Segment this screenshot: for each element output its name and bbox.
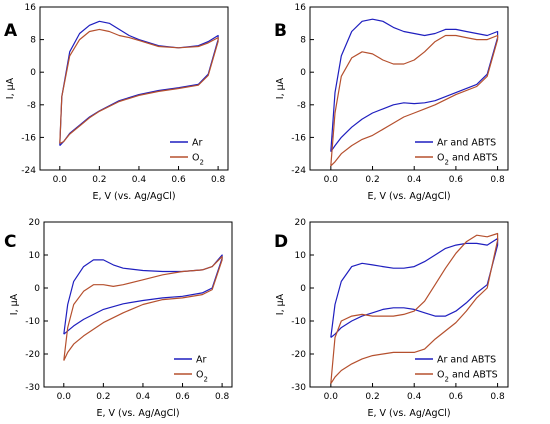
panel-b-series-1-line: [330, 18, 499, 153]
panel-c-series-1-line: [63, 254, 223, 335]
panel-b-letter: B: [274, 21, 287, 41]
panel-a-legend-label: O2: [192, 153, 204, 167]
panel-b-ytick-label: -8: [297, 101, 306, 111]
panel-d-series-2-line: [330, 232, 499, 385]
panel-c-frame: [43, 221, 233, 388]
panel-d-legend-label: O2 and ABTS: [437, 370, 498, 384]
panel-a-chart: A 0.0 0.2 0.4 0.6 0.8 16 8 0 -8 -16 -24 E, V (vs. Ag…: [4, 3, 229, 202]
panel-d-xtick-label: 0.8: [490, 392, 505, 402]
panel-a-ytick-label: -24: [21, 166, 36, 176]
panel-b-frame: [309, 6, 509, 171]
panel-b-ytick-label: -24: [291, 166, 306, 176]
panel-b-series-2-line: [330, 34, 499, 167]
panel-b-ylabel: I, μA: [275, 77, 286, 99]
panel-c-ytick-label: -30: [25, 383, 40, 393]
panel-c-ytick-label: 0: [34, 284, 40, 294]
panel-d-xlabel: E, V (vs. Ag/AgCl): [367, 408, 450, 419]
panel-c-ylabel: I, μA: [9, 293, 20, 315]
panel-a-xtick-label: 0.6: [171, 175, 186, 185]
panel-a-ytick-label: 8: [30, 36, 36, 46]
panel-d-chart: D 0.0 0.2 0.4 0.6 0.8 20 10 0 -10 -20 -30 E, V (vs. …: [274, 218, 509, 419]
panel-a-legend-label: Ar: [192, 138, 202, 149]
panel-c-xtick-label: 0.2: [96, 392, 110, 402]
panel-d-ytick-label: -10: [291, 317, 306, 327]
panel-b-xtick-label: 0.6: [449, 175, 464, 185]
panel-b-chart: B 0.0 0.2 0.4 0.6 0.8 16 8 0 -8 -16 -24 E, V (vs. Ag…: [274, 3, 509, 202]
panel-d-ytick-label: 20: [295, 218, 307, 228]
panel-d-ytick-label: -30: [291, 383, 306, 393]
panel-a-xtick-label: 0.8: [211, 175, 226, 185]
panel-b-ytick-label: -16: [291, 133, 306, 143]
panel-a-frame: [39, 6, 229, 171]
panel-a-series-2-line: [59, 28, 219, 145]
panel-c-legend-label: Ar: [196, 355, 206, 366]
panel-c-xtick-label: 0.6: [175, 392, 190, 402]
panel-c-xlabel: E, V (vs. Ag/AgCl): [96, 408, 179, 419]
panel-c-series-2-line: [63, 256, 223, 361]
panel-d-letter: D: [274, 232, 288, 252]
panel-d-xtick-label: 0.4: [407, 392, 422, 402]
panel-b-xtick-label: 0.8: [490, 175, 505, 185]
panel-b-legend-label: O2 and ABTS: [437, 153, 498, 167]
panel-c-ytick-label: 20: [29, 218, 41, 228]
panel-c-ytick-label: 10: [29, 251, 41, 261]
panel-a-ytick-label: 0: [30, 68, 36, 78]
panel-a-letter: A: [4, 21, 18, 41]
panel-b-xtick-label: 0.0: [324, 175, 339, 185]
panel-b-ytick-label: 0: [300, 68, 306, 78]
panel-c-ytick-label: -10: [25, 317, 40, 327]
panel-c-chart: C 0.0 0.2 0.4 0.6 0.8 20 10 0 -10 -20 -30 E, V (vs. …: [4, 218, 233, 419]
panel-a-ytick-label: -16: [21, 133, 36, 143]
panel-b-ytick-label: 8: [300, 36, 306, 46]
panel-c-ytick-label: -20: [25, 350, 40, 360]
panel-c-xtick-label: 0.8: [215, 392, 230, 402]
panel-d-ytick-label: 0: [300, 284, 306, 294]
panel-b-xtick-label: 0.4: [407, 175, 422, 185]
panel-a-xtick-label: 0.2: [92, 175, 106, 185]
panel-d-xtick-label: 0.6: [449, 392, 464, 402]
panel-d-ylabel: I, μA: [275, 293, 286, 315]
panel-a-ylabel: I, μA: [5, 77, 16, 99]
panel-b-xtick-label: 0.2: [365, 175, 379, 185]
panel-a-ytick-label: 16: [25, 3, 37, 13]
panel-d-xtick-label: 0.0: [324, 392, 339, 402]
panel-c-xtick-label: 0.4: [136, 392, 151, 402]
panel-d-series-1-line: [330, 237, 499, 338]
panel-b-ytick-label: 16: [295, 3, 307, 13]
panel-d-ytick-label: -20: [291, 350, 306, 360]
panel-d-ytick-label: 10: [295, 251, 307, 261]
panel-a-ytick-label: -8: [27, 101, 36, 111]
panel-b-legend-label: Ar and ABTS: [437, 138, 496, 149]
panel-c-legend-label: O2: [196, 370, 208, 384]
panel-d-xtick-label: 0.2: [365, 392, 379, 402]
panel-d-frame: [309, 221, 509, 388]
panel-a-xtick-label: 0.0: [53, 175, 68, 185]
panel-c-letter: C: [4, 232, 16, 252]
panel-a-xlabel: E, V (vs. Ag/AgCl): [92, 191, 175, 202]
panel-c-xtick-label: 0.0: [57, 392, 72, 402]
panel-a-xtick-label: 0.4: [132, 175, 147, 185]
panel-d-legend-label: Ar and ABTS: [437, 355, 496, 366]
panel-b-xlabel: E, V (vs. Ag/AgCl): [367, 191, 450, 202]
